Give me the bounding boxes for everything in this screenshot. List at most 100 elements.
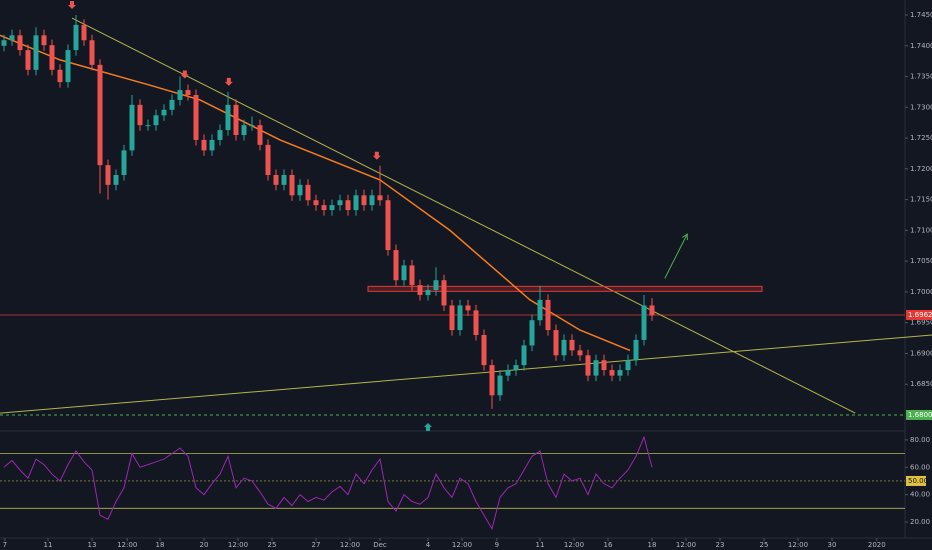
candle-body <box>129 104 135 151</box>
x-tick-label: Dec <box>373 541 387 549</box>
x-tick-label: 16 <box>604 541 613 549</box>
y-tick-label: 1.71000 <box>910 226 932 234</box>
candle-body <box>57 69 63 83</box>
candle-body <box>449 305 455 331</box>
y-tick-label: 1.68500 <box>910 380 932 388</box>
x-tick-label: 11 <box>536 541 545 549</box>
x-tick-label: 23 <box>716 541 725 549</box>
candle-body <box>177 90 183 100</box>
candle-body <box>465 305 471 311</box>
candle-body <box>41 35 47 46</box>
candle-body <box>121 150 127 176</box>
candle-body <box>257 125 263 145</box>
x-tick-label: 18 <box>156 541 165 549</box>
candle-body <box>417 285 423 295</box>
y-tick-label: 1.69500 <box>910 319 932 327</box>
y-tick-label: 1.74000 <box>910 42 932 50</box>
candle-body <box>521 345 527 366</box>
candle-body <box>609 370 615 376</box>
candle-body <box>1 40 7 46</box>
y-tick-label: 1.72500 <box>910 134 932 142</box>
candle-body <box>585 355 591 376</box>
x-tick-label: 12:00 <box>788 541 808 549</box>
candle-body <box>377 195 383 201</box>
x-tick-label: 12:00 <box>228 541 248 549</box>
support-label: 1.68000 <box>908 411 932 419</box>
candle-body <box>169 99 175 110</box>
candle-body <box>617 370 623 376</box>
candle-body <box>33 35 39 70</box>
candle-body <box>361 195 367 206</box>
y-tick-label: 1.74500 <box>910 11 932 19</box>
rsi-line <box>3 435 653 531</box>
candle-body <box>641 305 647 340</box>
price-label: 1.69625 <box>908 311 932 319</box>
x-tick-label: 30 <box>828 541 837 549</box>
candle-body <box>281 175 287 185</box>
candle-body <box>489 365 495 396</box>
x-tick-label: 25 <box>268 541 277 549</box>
candle-body <box>337 200 343 206</box>
candle-body <box>201 139 207 151</box>
x-tick-label: 11 <box>44 541 53 549</box>
candle-body <box>65 50 71 83</box>
rsi-y-tick-label: 20.00 <box>910 518 930 526</box>
price-label-box <box>906 309 932 320</box>
x-tick-label: 2020 <box>868 541 886 549</box>
candle-body <box>25 50 31 70</box>
target-arrow <box>664 233 688 279</box>
rsi-mid-label-box <box>906 475 926 486</box>
candle-body <box>193 95 199 140</box>
y-tick-label: 1.69000 <box>910 349 932 357</box>
candle-body <box>17 35 23 51</box>
candle-body <box>217 130 223 140</box>
candle-body <box>185 90 191 96</box>
x-tick-label: 9 <box>495 541 499 549</box>
candle-body <box>409 265 415 286</box>
candle-body <box>569 339 575 351</box>
down-arrow <box>180 70 189 79</box>
candle-body <box>137 104 143 126</box>
candle-body <box>305 184 311 201</box>
candle-body <box>505 370 511 376</box>
candle-body <box>161 109 167 116</box>
candle-body <box>145 125 151 127</box>
x-tick-label: 27 <box>312 541 321 549</box>
candle-body <box>297 184 303 196</box>
candle-body <box>369 195 375 206</box>
x-tick-label: 12:00 <box>117 541 137 549</box>
candle-body <box>353 195 359 211</box>
down-arrow <box>372 151 381 160</box>
candle-body <box>441 280 447 306</box>
rsi-y-tick-label: 60.00 <box>910 463 930 471</box>
candle-body <box>153 115 159 126</box>
candle-body <box>393 250 399 281</box>
candle-body <box>401 265 407 281</box>
x-tick-label: 4 <box>426 541 431 549</box>
candle-body <box>433 280 439 291</box>
candle-body <box>113 175 119 185</box>
target-arrow-head <box>681 233 688 241</box>
candle-body <box>273 175 279 185</box>
candle-body <box>313 200 319 206</box>
moving-average <box>0 34 631 352</box>
x-tick-label: 12:00 <box>340 541 360 549</box>
x-tick-label: 12:00 <box>676 541 696 549</box>
candle-body <box>529 320 535 346</box>
x-tick-label: 12:00 <box>564 541 584 549</box>
x-tick-label: 13 <box>88 541 97 549</box>
y-tick-label: 1.73000 <box>910 103 932 111</box>
candle-body <box>89 40 95 65</box>
y-tick-label: 1.71500 <box>910 196 932 204</box>
x-tick-label: 25 <box>760 541 769 549</box>
candle-body <box>225 104 231 131</box>
candle-body <box>577 350 583 356</box>
x-tick-label: 12:00 <box>452 541 472 549</box>
candle-body <box>289 175 295 196</box>
candle-body <box>73 24 79 51</box>
down-arrow <box>224 77 233 86</box>
candle-body <box>209 139 215 151</box>
rsi-y-tick-label: 80.00 <box>910 436 930 444</box>
